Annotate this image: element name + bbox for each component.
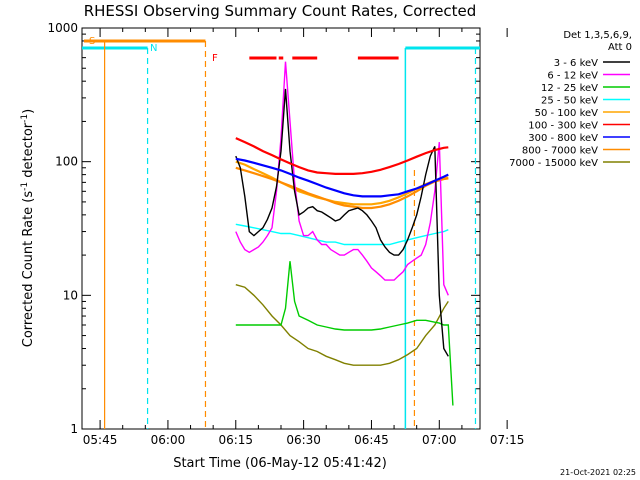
x-tick-label: 06:00 — [151, 433, 186, 447]
legend-entry-label: 25 - 50 keV — [541, 96, 598, 107]
series-line-100-300-kev — [235, 137, 449, 175]
y-tick-label: 1 — [70, 422, 78, 436]
y-axis: 1 10 100 1000 — [47, 21, 480, 436]
x-tick-label: 06:15 — [218, 433, 253, 447]
saa-label: S — [89, 36, 95, 47]
series-line-300-800-kev — [235, 157, 449, 198]
series-line-25-50-kev — [235, 223, 449, 246]
x-tick-label: 05:45 — [83, 433, 118, 447]
x-tick-label: 07:15 — [490, 433, 525, 447]
chart-title: RHESSI Observing Summary Count Rates, Co… — [84, 2, 477, 20]
legend-header: Att 0 — [608, 42, 632, 53]
series-line-800-7000-kev — [235, 166, 449, 210]
series-group — [235, 61, 454, 406]
y-tick-label: 1000 — [47, 21, 78, 35]
y-tick-label: 100 — [55, 155, 78, 169]
legend-entry-label: 12 - 25 keV — [541, 83, 598, 94]
series-line-6-12-kev — [235, 61, 449, 296]
legend-entry-label: 3 - 6 keV — [554, 58, 598, 69]
x-tick-label: 06:45 — [354, 433, 389, 447]
legend: Det 1,3,5,6,9,Att 0 3 - 6 keV 6 - 12 keV12… — [509, 30, 632, 169]
legend-entry-label: 50 - 100 keV — [535, 108, 599, 119]
night-label: N — [150, 43, 157, 54]
y-tick-label: 10 — [63, 288, 78, 302]
x-tick-label: 06:30 — [286, 433, 321, 447]
series-line-7000-15000-kev — [235, 284, 449, 366]
series-line-50-100-kev — [235, 160, 449, 206]
flare-label: F — [212, 53, 218, 64]
y-axis-label: Corrected Count Rate (s-1 detector-1) — [20, 109, 36, 347]
x-tick-label: 07:00 — [422, 433, 457, 447]
legend-entry-label: 6 - 12 keV — [547, 71, 598, 82]
legend-entry-label: 100 - 300 keV — [528, 121, 598, 132]
legend-entry-label: 800 - 7000 keV — [522, 146, 598, 157]
legend-header: Det 1,3,5,6,9, — [563, 30, 632, 41]
footer-timestamp: 21-Oct-2021 02:25 — [560, 468, 636, 477]
observing-overlay: S N F — [82, 36, 480, 429]
x-axis: 05:45 06:00 06:15 06:30 06:45 07:00 07:15 — [83, 28, 525, 447]
legend-entry-label: 7000 - 15000 keV — [509, 158, 598, 169]
legend-entry-label: 300 - 800 keV — [528, 133, 598, 144]
series-line-3-6-kev — [235, 88, 449, 357]
plot-frame — [81, 27, 481, 430]
series-line-12-25-kev — [235, 261, 454, 406]
x-axis-label: Start Time (06-May-12 05:41:42) — [173, 456, 387, 471]
